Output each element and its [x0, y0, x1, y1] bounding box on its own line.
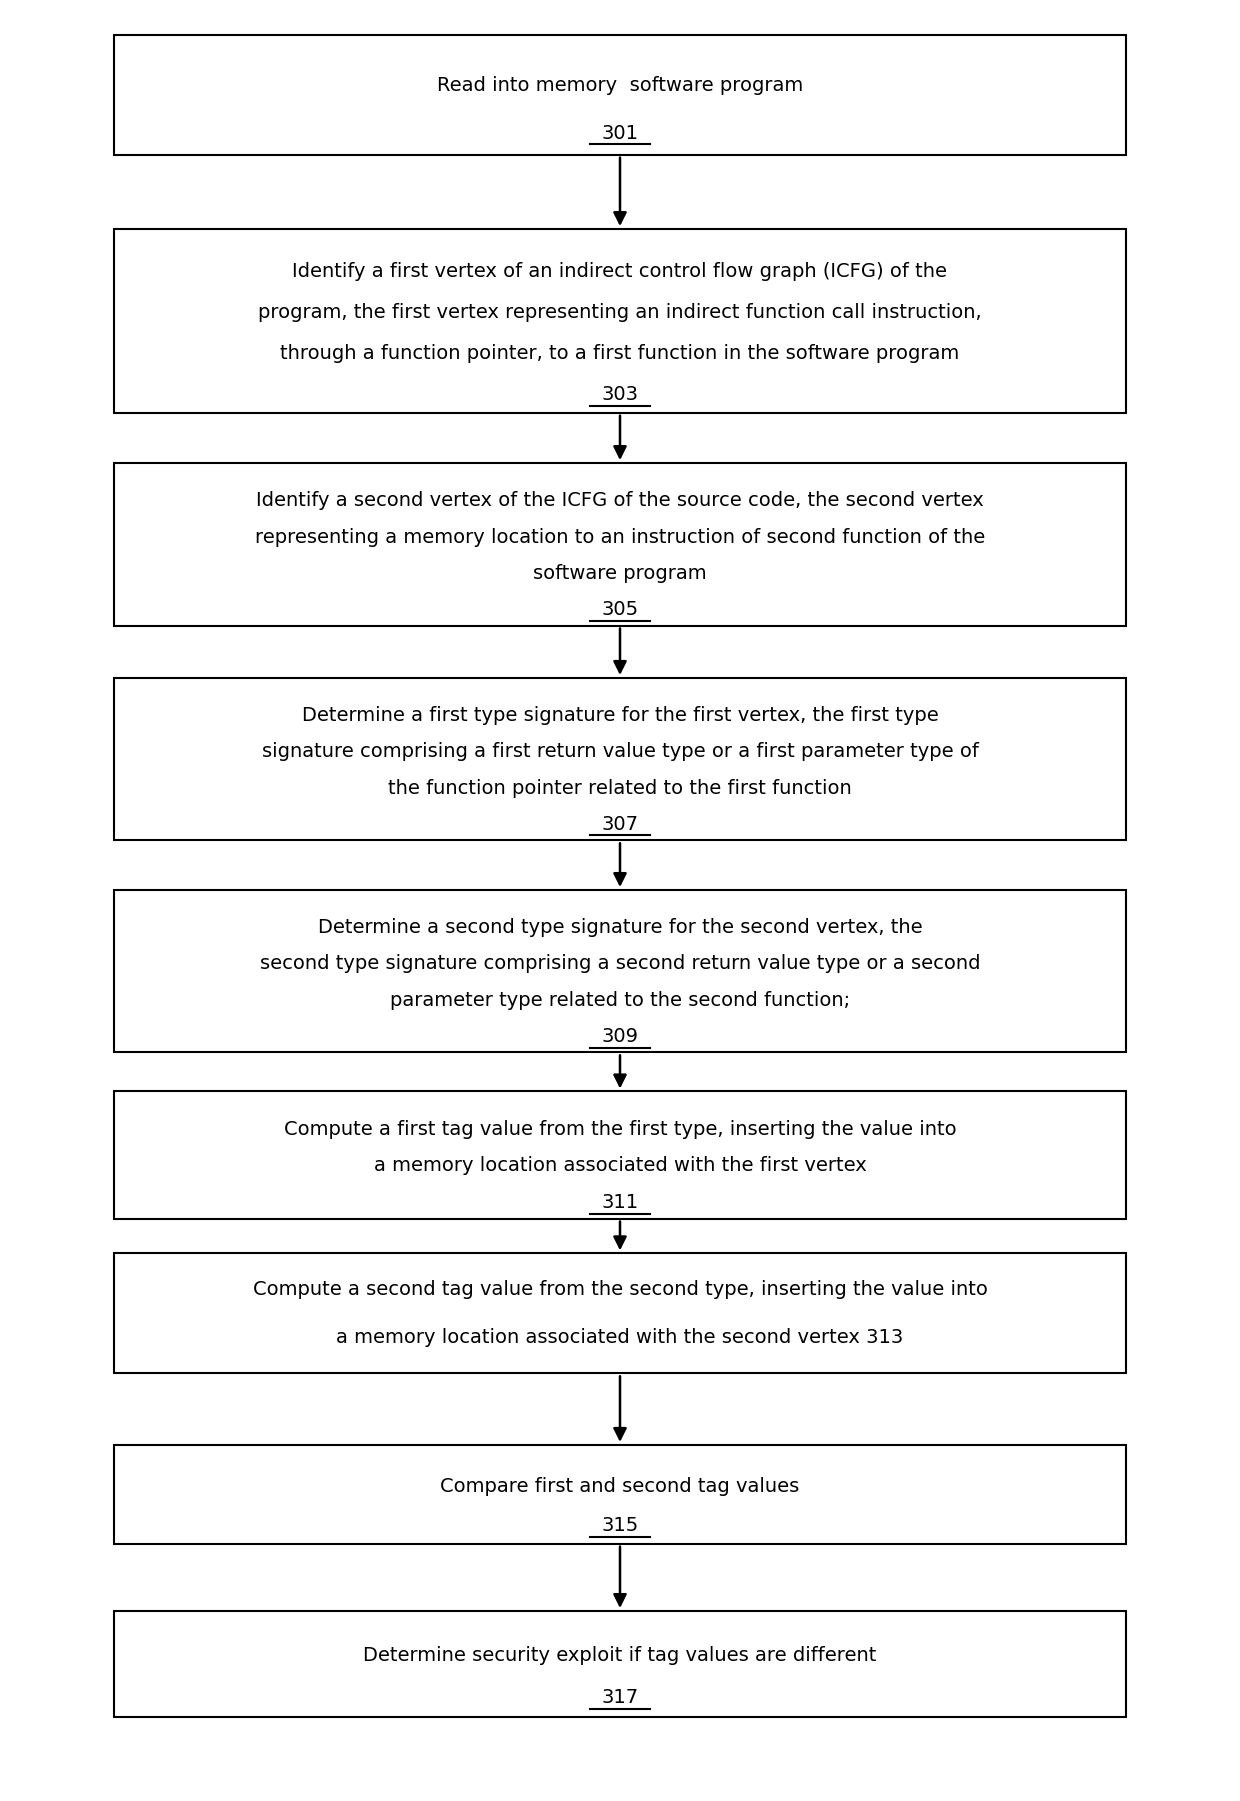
- Text: 317: 317: [601, 1688, 639, 1707]
- FancyBboxPatch shape: [114, 890, 1126, 1052]
- Text: 309: 309: [601, 1027, 639, 1046]
- Text: Read into memory  software program: Read into memory software program: [436, 76, 804, 95]
- Text: a memory location associated with the first vertex: a memory location associated with the fi…: [373, 1156, 867, 1176]
- FancyBboxPatch shape: [114, 229, 1126, 412]
- Text: Compute a first tag value from the first type, inserting the value into: Compute a first tag value from the first…: [284, 1120, 956, 1138]
- FancyBboxPatch shape: [114, 34, 1126, 155]
- Text: signature comprising a first return value type or a first parameter type of: signature comprising a first return valu…: [262, 742, 978, 762]
- FancyBboxPatch shape: [114, 1253, 1126, 1374]
- Text: software program: software program: [533, 564, 707, 584]
- Text: 315: 315: [601, 1516, 639, 1536]
- FancyBboxPatch shape: [114, 1091, 1126, 1219]
- FancyBboxPatch shape: [114, 677, 1126, 841]
- FancyBboxPatch shape: [114, 1610, 1126, 1716]
- Text: Compute a second tag value from the second type, inserting the value into: Compute a second tag value from the seco…: [253, 1281, 987, 1299]
- Text: Identify a second vertex of the ICFG of the source code, the second vertex: Identify a second vertex of the ICFG of …: [257, 492, 983, 510]
- Text: 311: 311: [601, 1192, 639, 1212]
- Text: 305: 305: [601, 600, 639, 620]
- Text: Determine security exploit if tag values are different: Determine security exploit if tag values…: [363, 1646, 877, 1664]
- Text: 303: 303: [601, 385, 639, 403]
- FancyBboxPatch shape: [114, 463, 1126, 625]
- FancyBboxPatch shape: [114, 1444, 1126, 1543]
- Text: program, the first vertex representing an indirect function call instruction,: program, the first vertex representing a…: [258, 303, 982, 322]
- Text: Determine a second type signature for the second vertex, the: Determine a second type signature for th…: [317, 919, 923, 937]
- Text: Identify a first vertex of an indirect control flow graph (ICFG) of the: Identify a first vertex of an indirect c…: [293, 263, 947, 281]
- Text: through a function pointer, to a first function in the software program: through a function pointer, to a first f…: [280, 344, 960, 364]
- Text: a memory location associated with the second vertex 313: a memory location associated with the se…: [336, 1327, 904, 1347]
- Text: parameter type related to the second function;: parameter type related to the second fun…: [389, 991, 851, 1010]
- Text: the function pointer related to the first function: the function pointer related to the firs…: [388, 778, 852, 798]
- Text: 307: 307: [601, 814, 639, 834]
- Text: second type signature comprising a second return value type or a second: second type signature comprising a secon…: [259, 955, 981, 974]
- Text: representing a memory location to an instruction of second function of the: representing a memory location to an ins…: [255, 528, 985, 546]
- Text: 301: 301: [601, 124, 639, 142]
- Text: Compare first and second tag values: Compare first and second tag values: [440, 1477, 800, 1497]
- Text: Determine a first type signature for the first vertex, the first type: Determine a first type signature for the…: [301, 706, 939, 726]
